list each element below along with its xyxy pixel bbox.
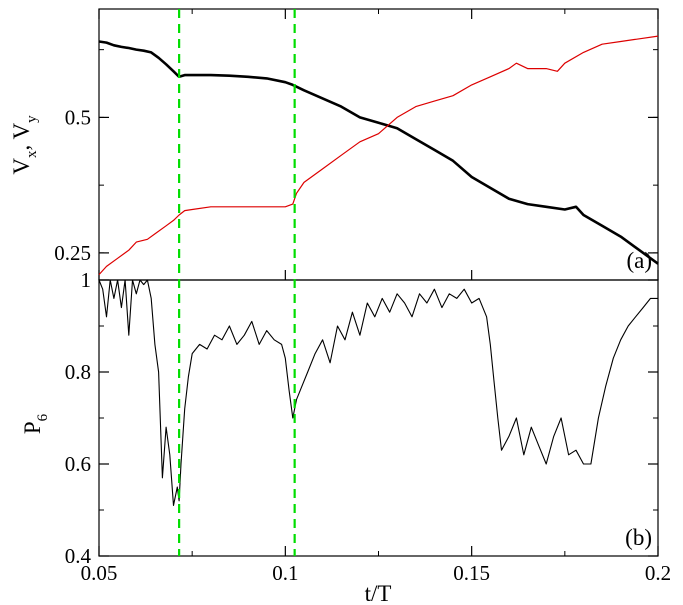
panel-b-ytick-label: 1	[81, 268, 92, 292]
panel-a-ylabel-sep: ,	[9, 139, 34, 150]
panel-a-ylabel-vx: V	[9, 158, 34, 175]
panel-a-ylabel-vy: V	[9, 122, 34, 139]
panel-b-frame	[98, 279, 659, 557]
series-p6-line	[98, 279, 658, 506]
xtick-label: 0.15	[453, 561, 490, 585]
panel-a-ytick-label: 0.25	[54, 241, 91, 265]
panel-a-ylabel: Vx, Vy	[9, 115, 40, 175]
panel-b-ytick-label: 0.6	[65, 452, 91, 476]
panel-b-ytick-label: 0.4	[65, 544, 92, 568]
panel-a-ylabel-vy-sub: y	[24, 115, 40, 123]
series-vx-line	[98, 40, 659, 265]
panel-b-series	[98, 279, 658, 506]
panel-a-tag: (a)	[626, 248, 652, 273]
panel-a-ytick-label: 0.5	[65, 105, 91, 129]
panel-a-series	[98, 35, 659, 276]
panel-b-ylabel-sub: 6	[35, 413, 51, 421]
panel-b-tag: (b)	[625, 525, 652, 550]
xtick-label: 0.1	[272, 561, 298, 585]
series-vy-line	[98, 35, 659, 276]
panel-b-ticks: 0.4 0.6 0.8 1 0.05 0.1 0.15 0.2	[65, 9, 671, 585]
panel-a-ylabel-vx-sub: x	[24, 150, 40, 158]
panel-a-frame	[98, 8, 659, 281]
panel-b-ylabel-main: P	[20, 421, 45, 434]
x-axis-label: t/T	[365, 581, 392, 605]
event-vertical-lines	[178, 9, 296, 556]
panel-a-y-ticks: 0.25 0.5	[54, 49, 658, 265]
panel-b-ytick-label: 0.8	[65, 360, 91, 384]
panel-b-ylabel: P6	[20, 413, 51, 434]
xtick-label: 0.2	[645, 561, 671, 585]
xtick-label: 0.05	[81, 561, 118, 585]
